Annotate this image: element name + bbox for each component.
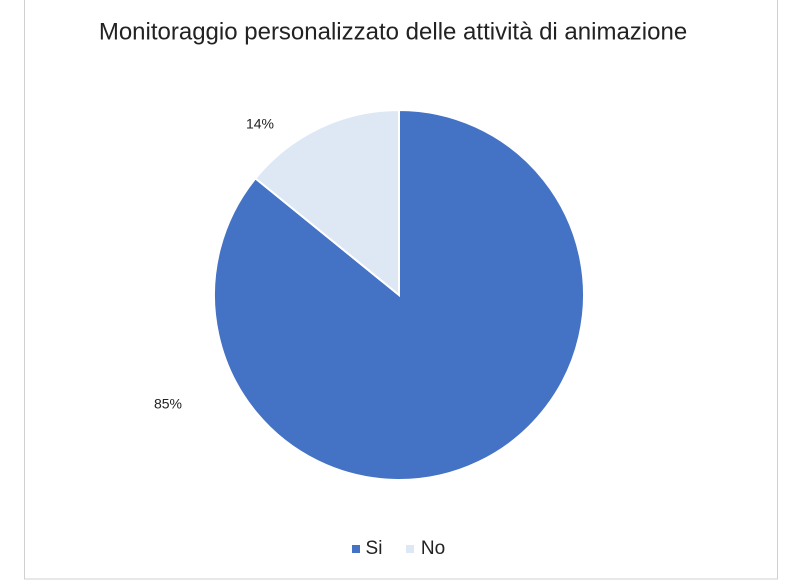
data-label: 14% bbox=[246, 116, 274, 132]
pie-slice bbox=[254, 108, 400, 298]
data-label: 85% bbox=[154, 396, 182, 412]
legend-label: No bbox=[421, 538, 445, 559]
legend-marker bbox=[352, 545, 360, 553]
chart-title: Monitoraggio personalizzato delle attivi… bbox=[99, 18, 687, 45]
legend-label: Si bbox=[366, 538, 383, 559]
legend-marker bbox=[406, 545, 414, 553]
